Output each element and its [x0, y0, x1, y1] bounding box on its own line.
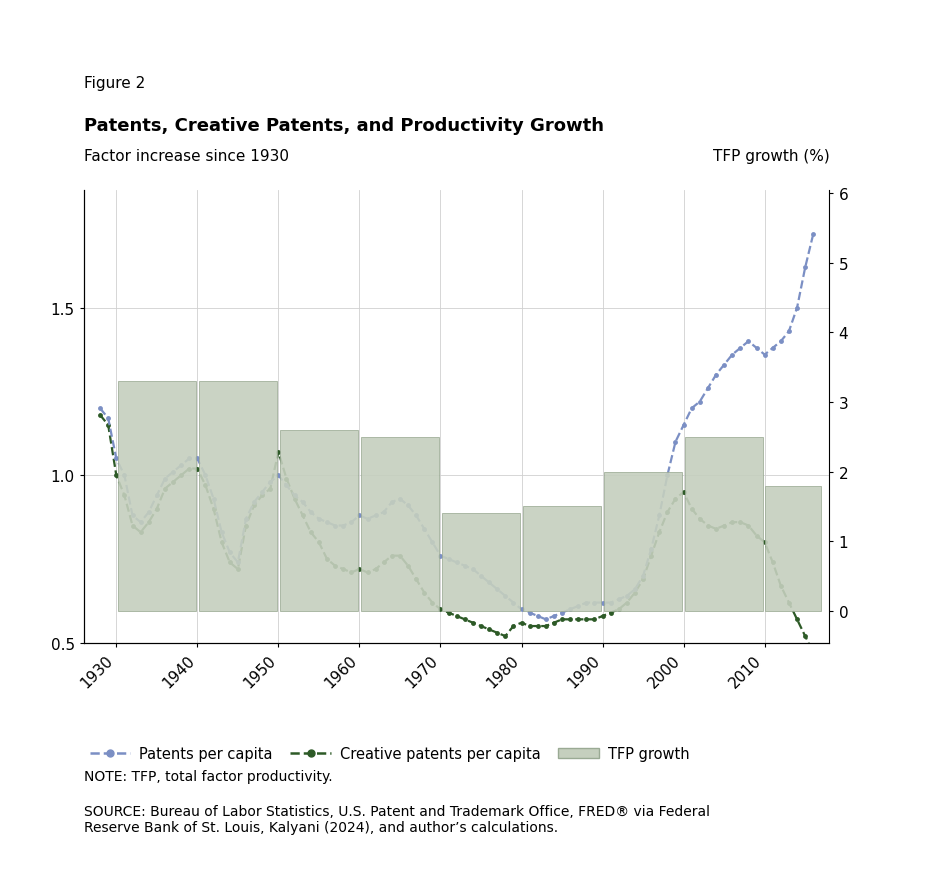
Text: Factor increase since 1930: Factor increase since 1930 [84, 149, 289, 164]
Bar [523, 507, 601, 611]
Text: TFP growth (%): TFP growth (%) [713, 149, 829, 164]
Bar [442, 514, 520, 611]
Bar [361, 437, 439, 611]
Bar [685, 437, 763, 611]
Bar [117, 381, 196, 611]
Bar [765, 486, 820, 611]
Text: Figure 2: Figure 2 [84, 76, 145, 91]
Text: NOTE: TFP, total factor productivity.: NOTE: TFP, total factor productivity. [84, 769, 333, 783]
Bar [604, 472, 682, 611]
Bar [280, 430, 358, 611]
Text: Patents, Creative Patents, and Productivity Growth: Patents, Creative Patents, and Productiv… [84, 116, 604, 135]
Text: SOURCE: Bureau of Labor Statistics, U.S. Patent and Trademark Office, FRED® via : SOURCE: Bureau of Labor Statistics, U.S.… [84, 804, 710, 834]
Bar [199, 381, 277, 611]
Legend: Patents per capita, Creative patents per capita, TFP growth: Patents per capita, Creative patents per… [84, 740, 695, 767]
